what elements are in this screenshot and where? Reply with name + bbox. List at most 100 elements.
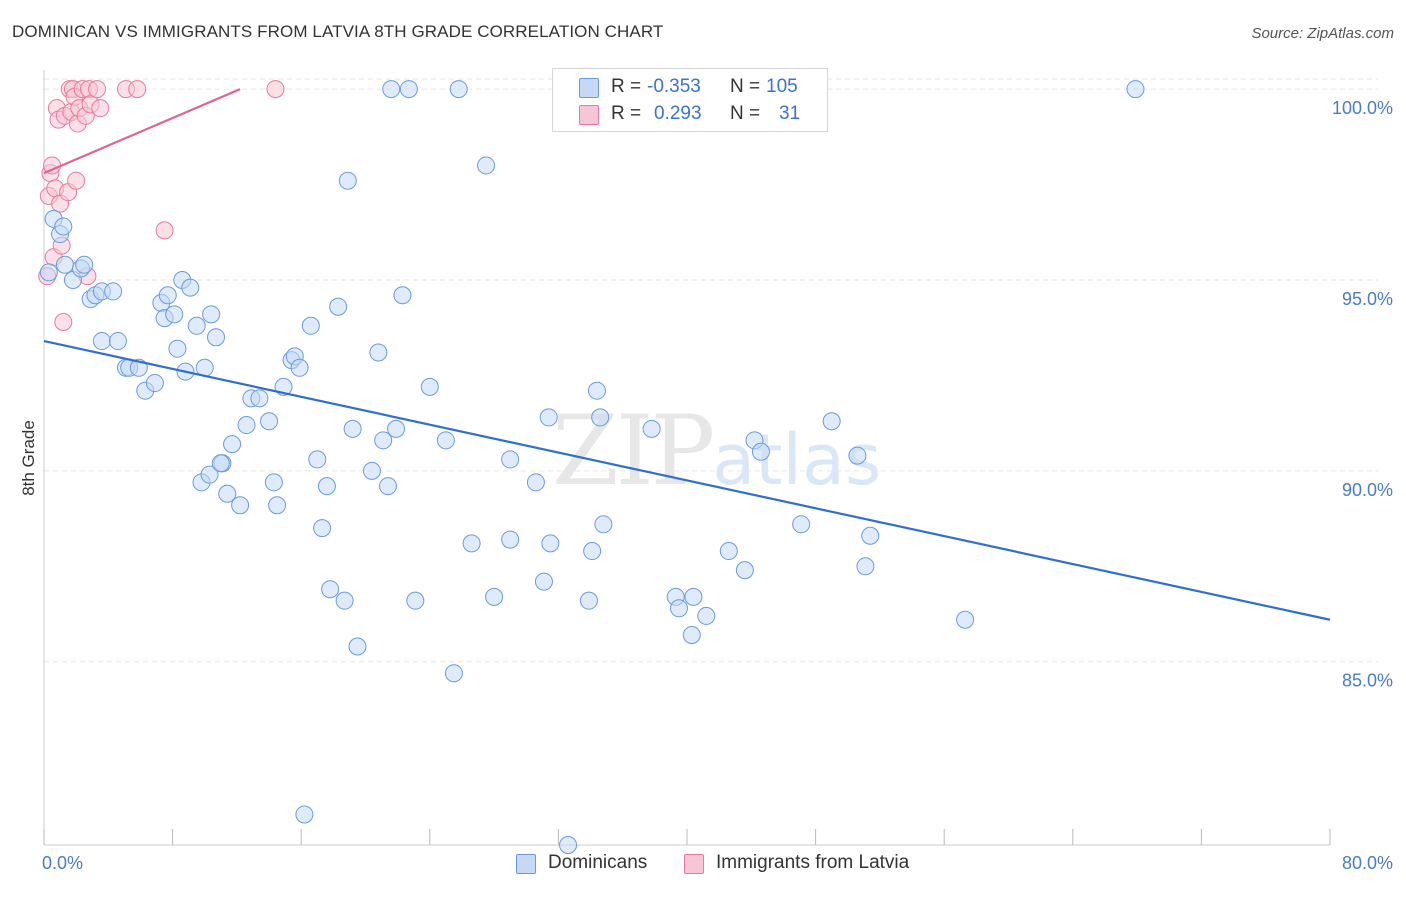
- data-point-dominicans[interactable]: [444, 664, 463, 683]
- data-point-dominicans[interactable]: [539, 408, 558, 427]
- data-point-dominicans[interactable]: [583, 542, 602, 561]
- trendline-latvia: [43, 88, 241, 175]
- data-point-dominicans[interactable]: [211, 454, 230, 473]
- data-point-dominicans[interactable]: [485, 587, 504, 606]
- data-point-dominicans[interactable]: [92, 332, 111, 351]
- data-point-dominicans[interactable]: [792, 515, 811, 534]
- data-point-dominicans[interactable]: [369, 343, 388, 362]
- data-point-dominicans[interactable]: [501, 450, 520, 469]
- data-point-dominicans[interactable]: [697, 606, 716, 625]
- data-point-dominicans[interactable]: [420, 377, 439, 396]
- data-point-dominicans[interactable]: [55, 255, 74, 274]
- data-point-dominicans[interactable]: [449, 80, 468, 99]
- data-point-dominicans[interactable]: [462, 534, 481, 553]
- data-point-dominicans[interactable]: [436, 431, 455, 450]
- data-point-dominicans[interactable]: [335, 591, 354, 610]
- data-point-dominicans[interactable]: [669, 599, 688, 618]
- data-point-dominicans[interactable]: [541, 534, 560, 553]
- data-point-dominicans[interactable]: [534, 572, 553, 591]
- data-point-dominicans[interactable]: [399, 80, 418, 99]
- data-point-dominicans[interactable]: [268, 496, 287, 515]
- data-point-dominicans[interactable]: [181, 278, 200, 297]
- data-point-dominicans[interactable]: [559, 836, 578, 854]
- data-point-latvia[interactable]: [266, 80, 285, 99]
- data-point-dominicans[interactable]: [313, 519, 332, 538]
- data-point-dominicans[interactable]: [406, 591, 425, 610]
- data-point-dominicans[interactable]: [856, 557, 875, 576]
- data-point-dominicans[interactable]: [642, 419, 661, 438]
- data-point-dominicans[interactable]: [682, 626, 701, 645]
- data-point-dominicans[interactable]: [684, 587, 703, 606]
- data-point-dominicans[interactable]: [501, 530, 520, 549]
- data-point-dominicans[interactable]: [387, 419, 406, 438]
- data-point-latvia[interactable]: [128, 80, 147, 99]
- chart-title: DOMINICAN VS IMMIGRANTS FROM LATVIA 8TH …: [12, 22, 664, 41]
- data-point-dominicans[interactable]: [108, 332, 127, 351]
- data-point-dominicans[interactable]: [343, 419, 362, 438]
- legend-swatch-dominicans: [579, 78, 599, 98]
- data-point-dominicans[interactable]: [379, 477, 398, 496]
- data-point-dominicans[interactable]: [264, 473, 283, 492]
- data-point-dominicans[interactable]: [362, 461, 381, 480]
- data-point-dominicans[interactable]: [54, 217, 73, 236]
- data-point-dominicans[interactable]: [145, 374, 164, 393]
- data-point-dominicans[interactable]: [477, 156, 496, 175]
- data-point-dominicans[interactable]: [594, 515, 613, 534]
- data-point-latvia[interactable]: [91, 99, 110, 118]
- legend-n-label: N =: [730, 103, 761, 124]
- data-point-dominicans[interactable]: [290, 358, 309, 377]
- data-point-dominicans[interactable]: [591, 408, 610, 427]
- data-point-dominicans[interactable]: [719, 542, 738, 561]
- data-point-latvia[interactable]: [67, 171, 86, 190]
- data-point-dominicans[interactable]: [75, 255, 94, 274]
- data-point-dominicans[interactable]: [260, 412, 279, 431]
- data-point-dominicans[interactable]: [165, 305, 184, 324]
- data-point-dominicans[interactable]: [321, 580, 340, 599]
- data-point-dominicans[interactable]: [374, 431, 393, 450]
- data-point-dominicans[interactable]: [223, 435, 242, 454]
- data-point-dominicans[interactable]: [338, 171, 357, 190]
- data-point-dominicans[interactable]: [295, 805, 314, 824]
- x-tick-label: 80.0%: [1342, 853, 1393, 873]
- data-point-dominicans[interactable]: [861, 526, 880, 545]
- data-point-dominicans[interactable]: [187, 316, 206, 335]
- data-point-dominicans[interactable]: [231, 496, 250, 515]
- data-point-dominicans[interactable]: [250, 389, 269, 408]
- data-point-dominicans[interactable]: [526, 473, 545, 492]
- data-point-dominicans[interactable]: [848, 446, 867, 465]
- legend-r-label: R =: [611, 103, 642, 124]
- data-point-dominicans[interactable]: [168, 339, 187, 358]
- y-tick-label: 95.0%: [1342, 289, 1393, 309]
- data-point-dominicans[interactable]: [382, 80, 401, 99]
- data-point-dominicans[interactable]: [735, 561, 754, 580]
- data-point-dominicans[interactable]: [158, 286, 177, 305]
- data-point-dominicans[interactable]: [104, 282, 123, 301]
- data-point-dominicans[interactable]: [822, 412, 841, 431]
- data-point-dominicans[interactable]: [200, 465, 219, 484]
- data-point-dominicans[interactable]: [301, 316, 320, 335]
- data-point-dominicans[interactable]: [202, 305, 221, 324]
- data-point-latvia[interactable]: [54, 312, 73, 331]
- data-point-latvia[interactable]: [88, 80, 107, 99]
- data-point-dominicans[interactable]: [348, 637, 367, 656]
- y-axis-label: 8th Grade: [19, 420, 38, 496]
- data-point-dominicans[interactable]: [207, 328, 226, 347]
- x-tick-label: 0.0%: [42, 853, 83, 873]
- data-point-dominicans[interactable]: [393, 286, 412, 305]
- legend-label-latvia: Immigrants from Latvia: [716, 852, 910, 873]
- data-point-latvia[interactable]: [155, 221, 174, 240]
- data-point-dominicans[interactable]: [218, 484, 237, 503]
- data-point-dominicans[interactable]: [237, 416, 256, 435]
- source-label: Source: ZipAtlas.com: [1251, 25, 1394, 42]
- data-point-dominicans[interactable]: [751, 442, 770, 461]
- legend-r-value: 0.293: [654, 103, 702, 124]
- data-point-dominicans[interactable]: [317, 477, 336, 496]
- data-point-dominicans[interactable]: [1126, 80, 1145, 99]
- data-point-dominicans[interactable]: [579, 591, 598, 610]
- data-point-dominicans[interactable]: [329, 297, 348, 316]
- data-point-dominicans[interactable]: [39, 263, 58, 282]
- data-point-dominicans[interactable]: [956, 610, 975, 629]
- data-point-dominicans[interactable]: [308, 450, 327, 469]
- legend-swatch-latvia: [684, 854, 704, 874]
- data-point-dominicans[interactable]: [587, 381, 606, 400]
